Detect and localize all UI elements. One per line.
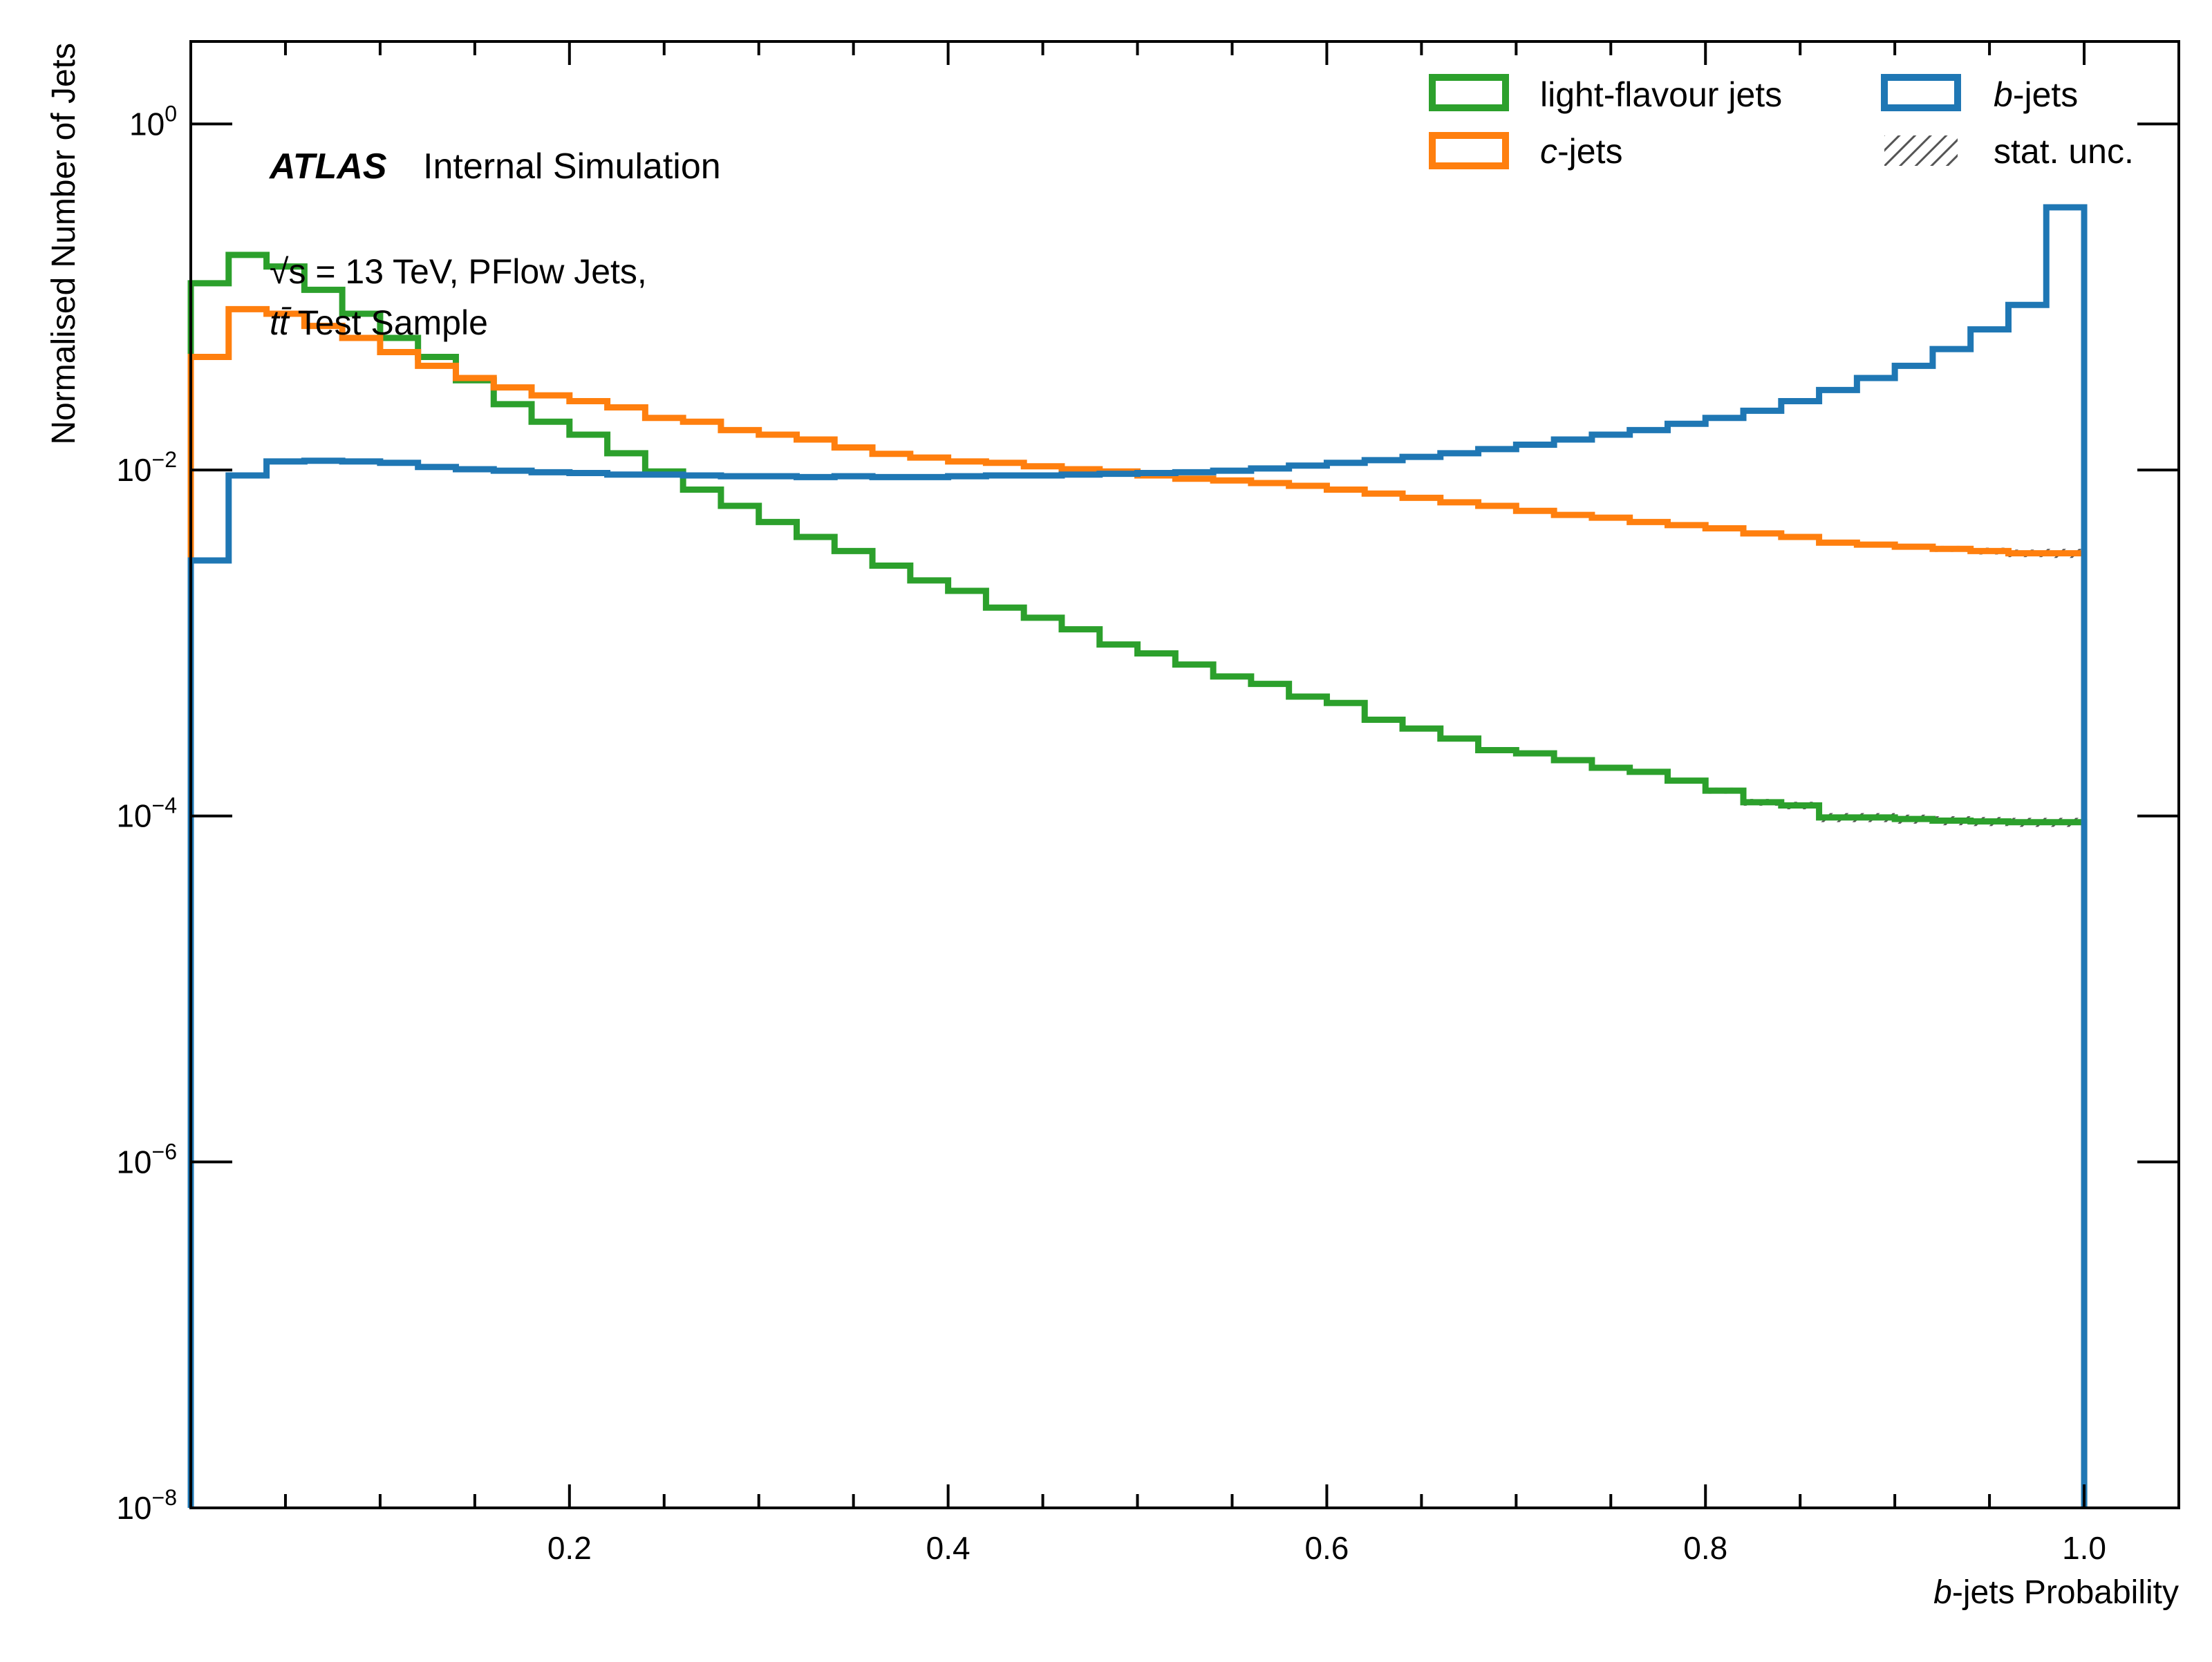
- sample-info: tt̄ Test Sample: [270, 303, 488, 342]
- legend-swatch-c: [1429, 132, 1509, 169]
- y-tick-labels: 100 10−2 10−4 10−6 10−8: [116, 101, 177, 1526]
- legend-swatch-b: [1881, 74, 1961, 111]
- plot-frame: [189, 40, 2180, 1509]
- series-group: [187, 204, 2088, 1508]
- energy-info: √s = 13 TeV, PFlow Jets,: [270, 252, 647, 291]
- x-tick-labels: 0.2 0.4 0.6 0.8 1.0: [547, 1530, 2106, 1566]
- y-axis-title: Normalised Number of Jets: [46, 43, 82, 445]
- legend-swatch-unc: [1884, 135, 1958, 166]
- uncertainty-bands: [191, 205, 2085, 827]
- atlas-status: Internal Simulation: [423, 147, 721, 187]
- y-tick-label: 10−2: [116, 447, 177, 488]
- x-tick-label: 0.4: [926, 1530, 971, 1566]
- legend-label-light: light-flavour jets: [1540, 75, 1782, 114]
- x-tick-label: 1.0: [2062, 1530, 2106, 1566]
- y-tick-label: 10−4: [116, 793, 177, 834]
- y-tick-label: 10−8: [116, 1485, 177, 1526]
- x-tick-label: 0.6: [1304, 1530, 1349, 1566]
- x-tick-label: 0.2: [547, 1530, 592, 1566]
- legend-label-unc: stat. unc.: [1994, 132, 2134, 171]
- legend-label-b: b-jets: [1994, 75, 2078, 114]
- series-line-c-jets: [187, 305, 2088, 1508]
- series-line-light-flavour-jets: [187, 252, 2088, 1508]
- atlas-label-group: ATLAS Internal Simulation √s = 13 TeV, P…: [268, 147, 721, 342]
- axis-ticks: [191, 41, 2179, 1509]
- x-axis-title: b-jets Probability: [1933, 1574, 2179, 1611]
- series-line-b-jets: [187, 204, 2088, 1508]
- y-tick-label: 10−6: [116, 1139, 177, 1180]
- legend-label-c: c-jets: [1540, 132, 1622, 171]
- y-tick-label: 100: [129, 101, 177, 142]
- legend: light-flavour jets b-jets c-jets stat. u…: [1429, 74, 2134, 171]
- atlas-label: ATLAS: [268, 147, 387, 187]
- x-tick-label: 0.8: [1683, 1530, 1727, 1566]
- legend-swatch-light: [1429, 74, 1509, 111]
